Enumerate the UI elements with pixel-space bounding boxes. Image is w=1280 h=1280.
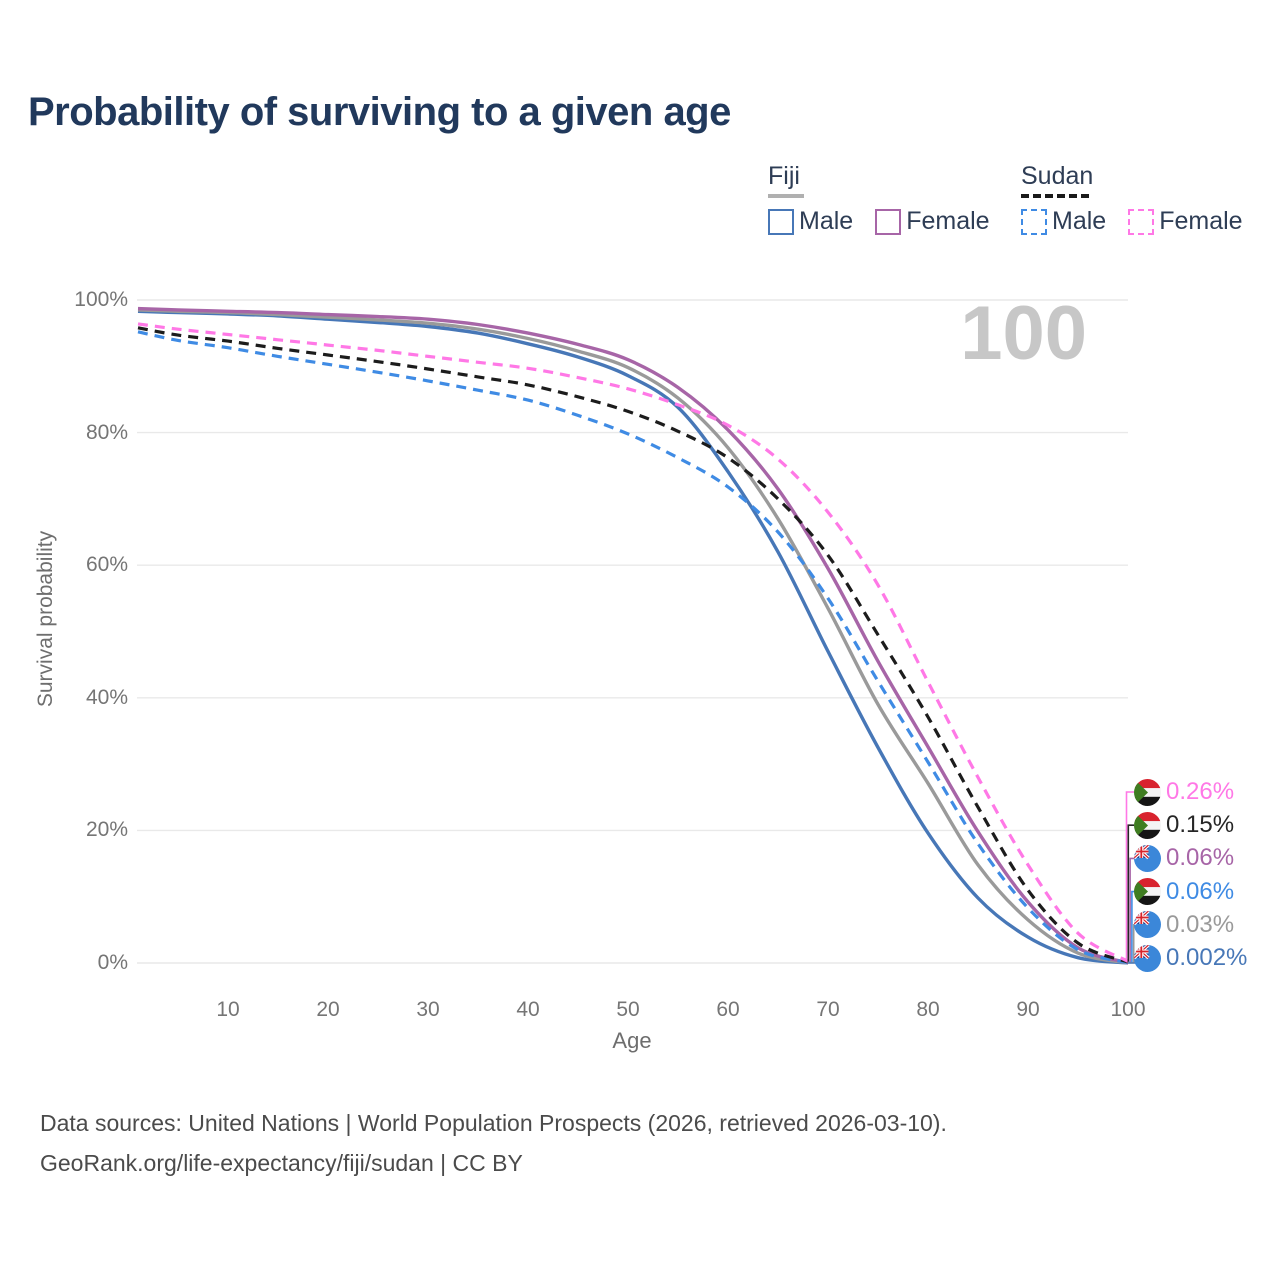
end-label-sudan-male: 0.06% [1134, 878, 1234, 906]
sudan-flag-icon [1134, 778, 1161, 806]
fiji-flag-icon [1134, 911, 1161, 939]
y-tick-60: 60% [85, 553, 128, 577]
attribution-text: GeoRank.org/life-expectancy/fiji/sudan |… [40, 1150, 523, 1176]
y-tick-0: 0% [97, 951, 128, 974]
legend-group-sudan: Sudan Male Female [1021, 162, 1243, 236]
x-tick-60: 60 [716, 998, 740, 1021]
curve-sudan-both [137, 326, 1129, 964]
end-label-fiji-both: 0.03% [1134, 911, 1234, 939]
fiji-flag-icon [1134, 944, 1161, 972]
end-label-sudan-both: 0.15% [1134, 811, 1234, 839]
sudan-flag-icon [1134, 811, 1161, 839]
survival-curves[interactable] [137, 306, 1129, 965]
end-value: 0.03% [1166, 910, 1235, 938]
end-label-fiji-male: 0.002% [1134, 944, 1247, 972]
end-value: 0.15% [1166, 811, 1235, 839]
end-label-fiji-female: 0.06% [1134, 844, 1234, 872]
curve-sudan-male [137, 330, 1129, 965]
sudan-flag-icon [1134, 878, 1161, 906]
end-value: 0.26% [1166, 778, 1235, 805]
legend-swatch-sudan-male[interactable] [1021, 208, 1047, 235]
x-tick-90: 90 [1016, 998, 1040, 1021]
legend-group-fiji: Fiji Male Female [768, 162, 990, 236]
x-tick-50: 50 [616, 998, 640, 1021]
fiji-flag-icon [1134, 844, 1161, 872]
legend-fiji-label: Fiji [768, 162, 800, 190]
legend-sudan-label: Sudan [1021, 162, 1094, 190]
curve-sudan-female [137, 322, 1129, 963]
legend-label-sudan-female[interactable]: Female [1159, 207, 1243, 235]
x-axis-title: Age [612, 1028, 652, 1053]
x-tick-20: 20 [316, 998, 340, 1021]
end-label-sudan-female: 0.26% [1134, 778, 1234, 806]
end-value: 0.06% [1166, 844, 1235, 872]
end-label-connectors [1125, 791, 1137, 964]
sudan-dashed-line-key [1021, 194, 1089, 198]
y-tick-40: 40% [85, 685, 128, 709]
end-value: 0.06% [1166, 877, 1235, 905]
legend-label-fiji-male[interactable]: Male [799, 207, 854, 235]
y-tick-20: 20% [85, 818, 128, 842]
y-tick-80: 80% [85, 420, 128, 444]
curve-fiji-female [137, 306, 1129, 965]
legend-swatch-fiji-male[interactable] [768, 208, 794, 235]
end-value: 0.002% [1166, 944, 1248, 971]
x-tick-30: 30 [416, 998, 440, 1021]
legend-swatch-fiji-female[interactable] [875, 208, 902, 235]
legend-label-sudan-male[interactable]: Male [1052, 207, 1107, 235]
x-tick-40: 40 [516, 998, 540, 1021]
x-tick-70: 70 [816, 998, 840, 1021]
legend-label-fiji-female[interactable]: Female [906, 207, 990, 235]
gridlines [137, 299, 1128, 964]
x-tick-10: 10 [216, 998, 240, 1021]
legend-swatch-sudan-female[interactable] [1128, 208, 1155, 235]
x-tick-100: 100 [1110, 998, 1146, 1021]
current-age-watermark: 100 [960, 291, 1087, 376]
y-axis-title: Survival probability [34, 530, 57, 708]
data-sources-text: Data sources: United Nations | World Pop… [40, 1110, 947, 1136]
fiji-solid-line-key [768, 194, 804, 198]
y-tick-100: 100% [74, 288, 128, 311]
x-tick-80: 80 [916, 998, 940, 1021]
curve-fiji-both [137, 308, 1129, 965]
page-title: Probability of surviving to a given age [28, 90, 731, 134]
